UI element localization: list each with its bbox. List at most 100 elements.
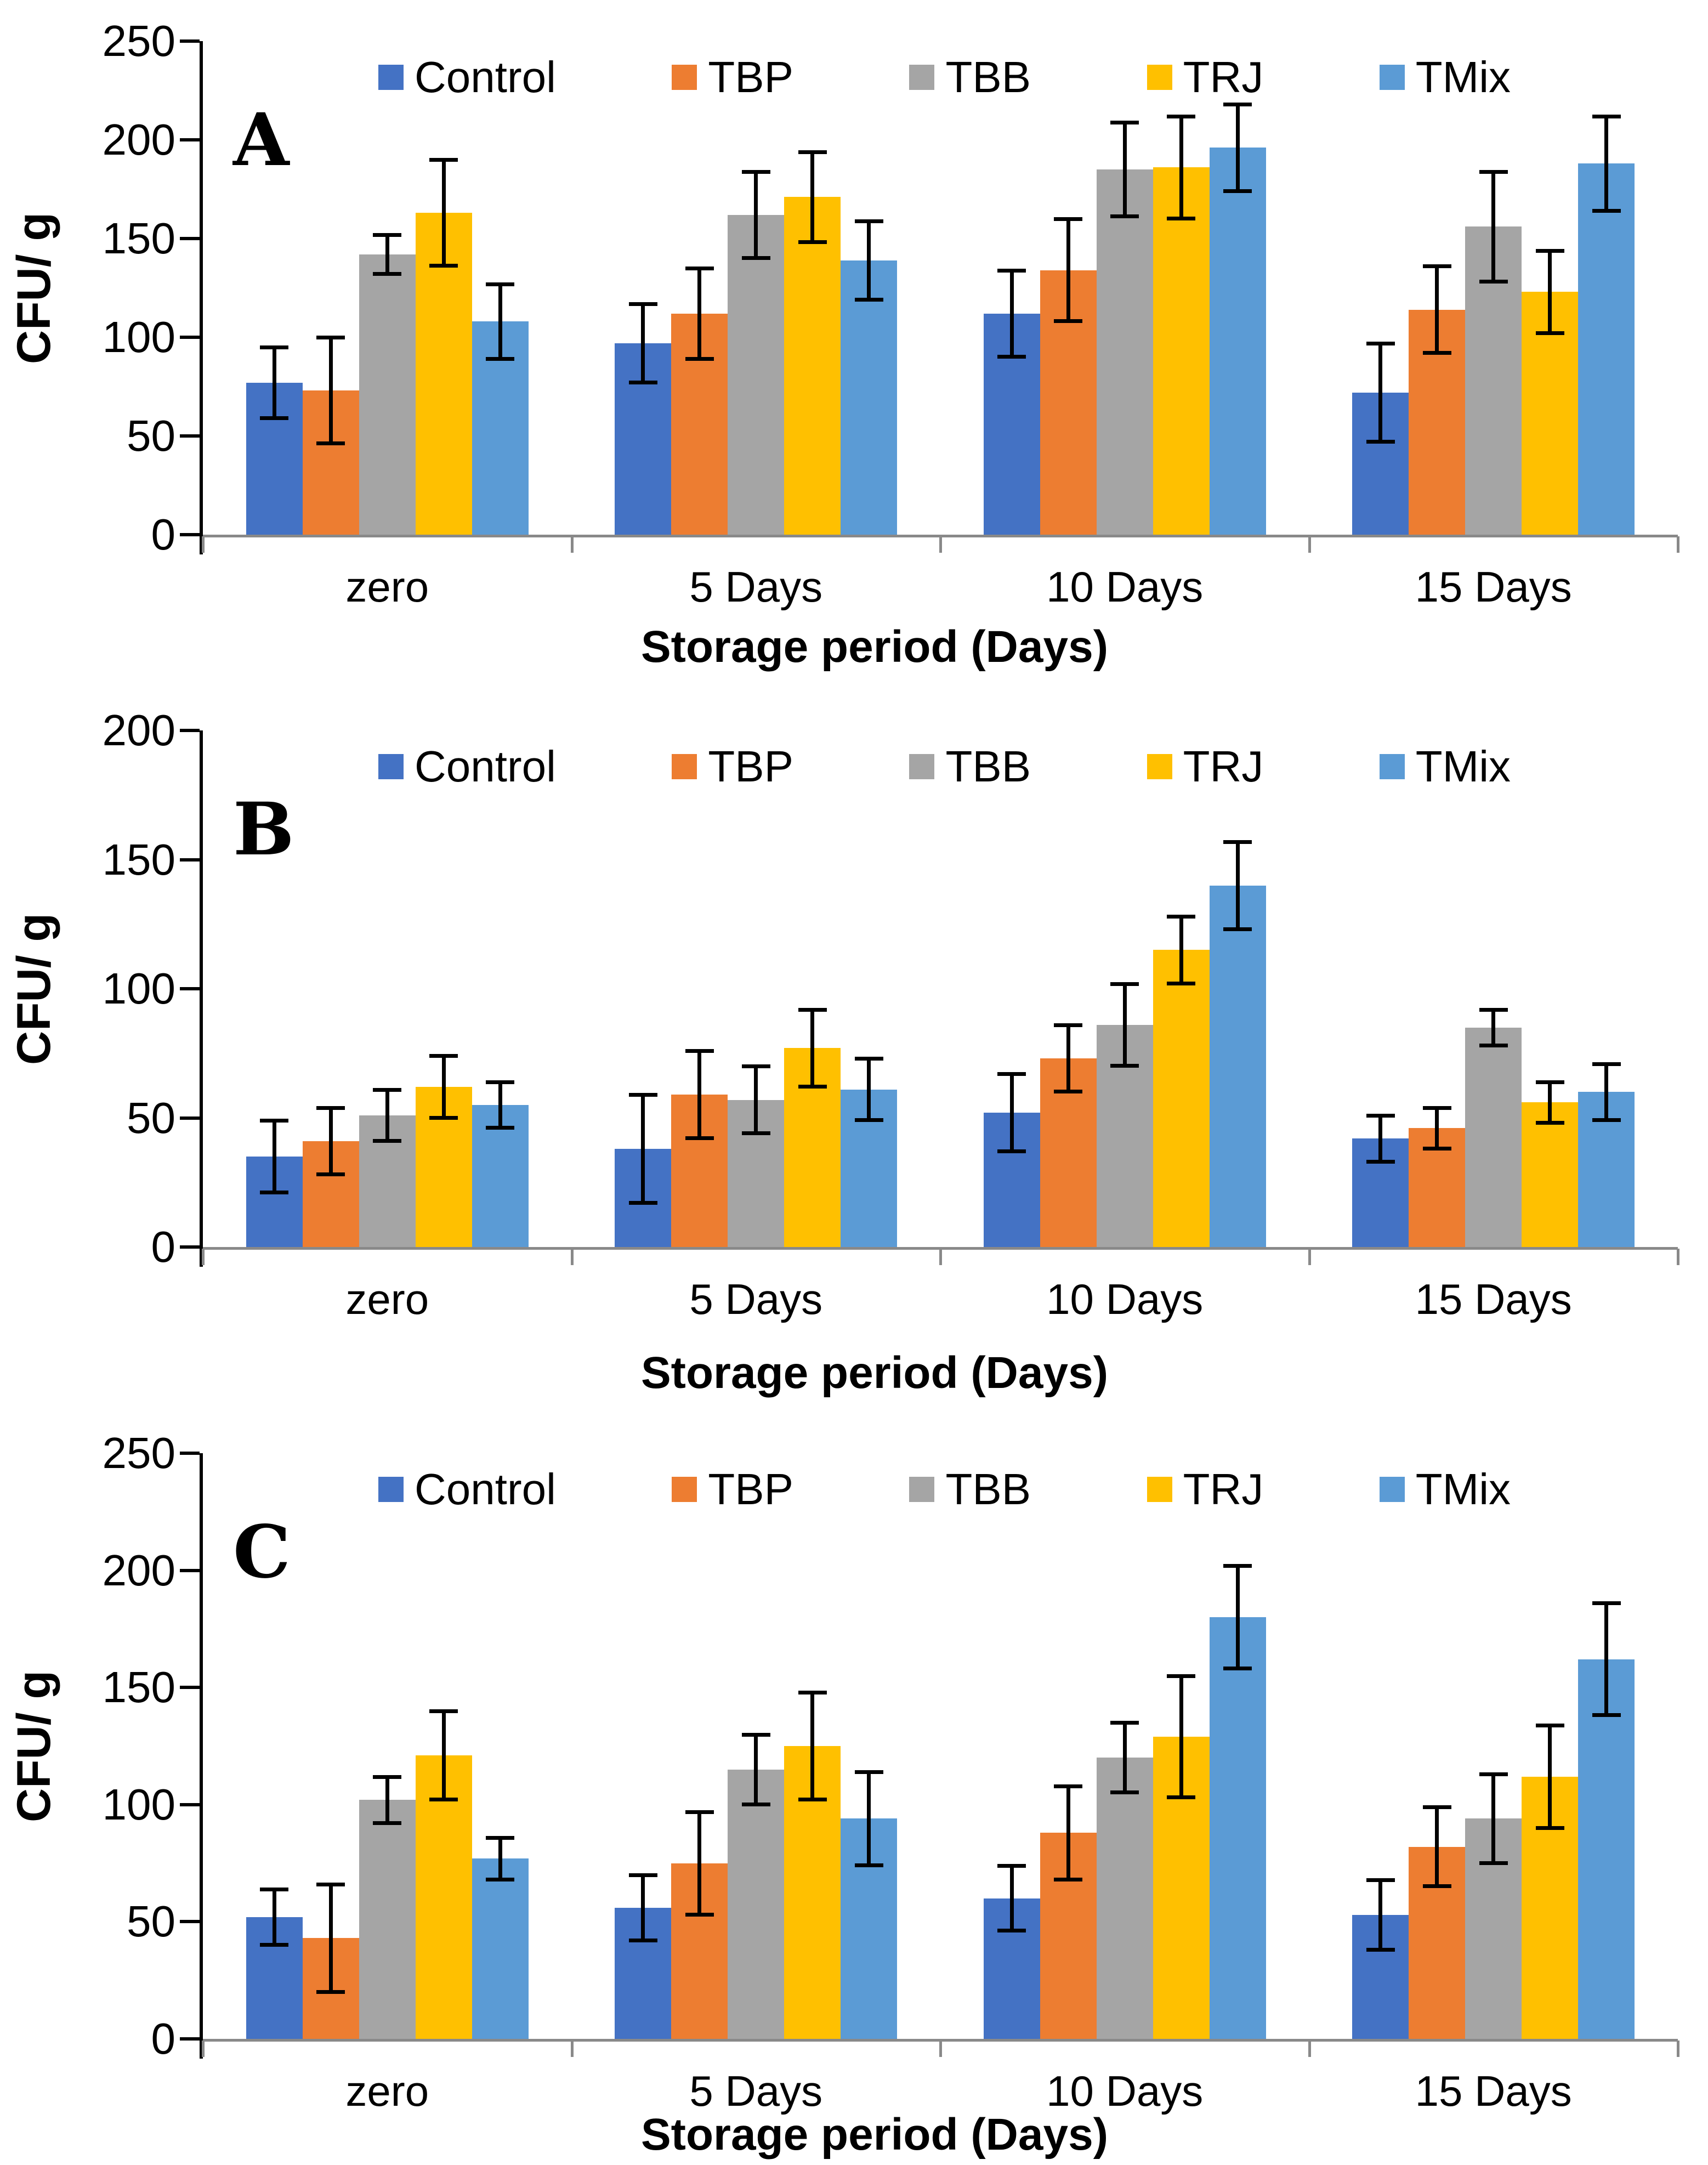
error-bar-a-10-days-tbp-bottom-cap	[1054, 319, 1083, 324]
error-bar-a-5-days-tbp	[697, 268, 702, 359]
error-bar-a-15-days-tmix-top-cap	[1592, 114, 1621, 118]
error-bar-a-zero-trj-top-cap	[429, 158, 458, 162]
error-bar-a-15-days-tbp	[1435, 266, 1439, 353]
error-bar-c-15-days-tbp-top-cap	[1422, 1805, 1451, 1810]
y-tick-mark-b-100	[180, 987, 200, 990]
error-bar-a-5-days-control-bottom-cap	[628, 380, 657, 384]
error-bar-a-10-days-control-bottom-cap	[997, 355, 1026, 359]
legend-swatch-tbp	[672, 753, 697, 779]
legend-c: Control TBP TBB TRJ TMix	[378, 1458, 1511, 1521]
error-bar-a-15-days-control-top-cap	[1366, 341, 1395, 345]
error-bar-c-5-days-trj-bottom-cap	[798, 1798, 827, 1802]
x-tick-label-c-10-days: 10 Days	[1046, 2067, 1204, 2115]
legend-swatch-trj	[1147, 64, 1172, 90]
error-bar-b-15-days-tbb-top-cap	[1479, 1007, 1508, 1012]
error-bar-c-10-days-tbp	[1066, 1786, 1070, 1880]
legend-label-tbb: TBB	[945, 1464, 1031, 1514]
y-tick-label-a-150: 150	[102, 214, 175, 263]
y-tick-label-a-100: 100	[102, 313, 175, 361]
error-bar-c-15-days-tbb-top-cap	[1479, 1772, 1508, 1777]
error-bar-a-zero-tmix-bottom-cap	[486, 356, 515, 361]
error-bar-a-15-days-tbp-bottom-cap	[1422, 350, 1451, 355]
legend-item-tmix: TMix	[1379, 744, 1511, 789]
legend-a: Control TBP TBB TRJ TMix	[378, 46, 1511, 109]
y-tick-label-c-0: 0	[151, 2014, 176, 2063]
chart-panel-c: 0 50 100 150 200 250 zero 5 Days 10 Days 15 Days C…	[0, 1404, 1708, 2160]
error-bar-a-zero-control-bottom-cap	[260, 416, 289, 420]
error-bar-b-zero-trj-bottom-cap	[429, 1115, 458, 1120]
error-bar-b-10-days-tbp	[1066, 1024, 1070, 1092]
x-tick-label-b-15-days: 15 Days	[1415, 1275, 1572, 1323]
x-axis-group-tick-b-0	[202, 1249, 205, 1265]
x-tick-label-a-10-days: 10 Days	[1046, 563, 1204, 611]
legend-swatch-tbp	[672, 64, 697, 90]
error-bar-b-zero-tmix-bottom-cap	[486, 1126, 515, 1130]
error-bar-c-zero-trj	[441, 1710, 446, 1800]
error-bar-c-5-days-trj-top-cap	[798, 1690, 827, 1694]
error-bar-c-zero-tbb-bottom-cap	[373, 1821, 402, 1825]
error-bar-b-zero-control-bottom-cap	[260, 1191, 289, 1195]
error-bar-b-5-days-tbp-bottom-cap	[685, 1136, 714, 1141]
error-bar-c-5-days-tmix	[867, 1771, 871, 1866]
error-bar-a-zero-tbp-bottom-cap	[316, 441, 345, 446]
y-tick-label-b-200: 200	[102, 706, 175, 755]
error-bar-b-5-days-control-bottom-cap	[628, 1200, 657, 1205]
error-bar-c-5-days-control-top-cap	[628, 1873, 657, 1877]
error-bar-a-10-days-tbp-top-cap	[1054, 217, 1083, 221]
legend-item-tbb: TBB	[909, 55, 1031, 99]
error-bar-a-zero-trj	[441, 160, 446, 267]
legend-label-control: Control	[415, 52, 556, 101]
y-tick-label-b-100: 100	[102, 964, 175, 1013]
error-bar-c-15-days-tmix-bottom-cap	[1592, 1713, 1621, 1718]
legend-swatch-trj	[1147, 753, 1172, 779]
error-bar-b-15-days-trj	[1548, 1081, 1552, 1123]
error-bar-c-15-days-tbp-bottom-cap	[1422, 1884, 1451, 1889]
x-axis-group-tick-a-3	[1308, 536, 1311, 553]
error-bar-b-5-days-control-top-cap	[628, 1093, 657, 1097]
bar-a-10-days-trj	[1153, 167, 1210, 535]
y-tick-label-c-200: 200	[102, 1545, 175, 1595]
chart-panel-b: 0 50 100 150 200 zero 5 Days 10 Days 15 Days Cont…	[0, 680, 1708, 1404]
x-axis-title-b: Storage period (Days)	[640, 1348, 1109, 1398]
error-bar-c-5-days-control-bottom-cap	[628, 1938, 657, 1942]
error-bar-a-5-days-trj	[810, 151, 815, 243]
error-bar-b-5-days-tmix-bottom-cap	[854, 1118, 883, 1123]
error-bar-c-5-days-control	[641, 1874, 645, 1941]
legend-label-tbb: TBB	[945, 741, 1031, 791]
error-bar-c-zero-trj-bottom-cap	[429, 1798, 458, 1802]
error-bar-b-10-days-tbb	[1122, 983, 1127, 1067]
error-bar-a-15-days-tbb-top-cap	[1479, 169, 1508, 174]
error-bar-b-15-days-control-bottom-cap	[1366, 1159, 1395, 1164]
error-bar-b-10-days-control	[1009, 1074, 1014, 1152]
error-bar-b-10-days-control-bottom-cap	[997, 1149, 1026, 1153]
error-bar-c-10-days-tmix-top-cap	[1223, 1564, 1252, 1568]
legend-swatch-tbb	[909, 1476, 935, 1502]
error-bar-c-5-days-tbb-bottom-cap	[741, 1802, 770, 1806]
error-bar-a-zero-tbb-bottom-cap	[373, 271, 402, 276]
error-bar-c-10-days-trj	[1179, 1675, 1183, 1798]
error-bar-c-10-days-tbb-top-cap	[1110, 1721, 1139, 1725]
y-tick-mark-a-250	[180, 39, 200, 43]
error-bar-b-5-days-trj-top-cap	[798, 1007, 827, 1012]
y-tick-mark-b-150	[180, 858, 200, 862]
error-bar-c-zero-tmix-bottom-cap	[486, 1877, 515, 1881]
error-bar-b-10-days-tbp-bottom-cap	[1054, 1090, 1083, 1094]
legend-item-control: Control	[378, 1467, 556, 1511]
error-bar-a-10-days-tbp	[1066, 219, 1070, 322]
error-bar-c-10-days-tmix	[1235, 1566, 1240, 1669]
error-bar-b-5-days-control	[641, 1095, 645, 1203]
y-tick-mark-c-150	[180, 1686, 200, 1690]
error-bar-c-zero-control-bottom-cap	[260, 1943, 289, 1947]
error-bar-a-5-days-control-top-cap	[628, 302, 657, 306]
y-tick-label-c-250: 250	[102, 1429, 175, 1477]
error-bar-b-10-days-tmix	[1235, 841, 1240, 930]
legend-swatch-tmix	[1379, 64, 1405, 90]
error-bar-b-5-days-tmix	[867, 1058, 871, 1121]
error-bar-c-10-days-tbb	[1122, 1722, 1127, 1793]
error-bar-b-zero-control	[272, 1120, 276, 1193]
bar-a-5-days-tmix	[841, 260, 898, 535]
bar-c-15-days-tmix	[1578, 1659, 1635, 2039]
error-bar-c-10-days-tbp-bottom-cap	[1054, 1877, 1083, 1881]
error-bar-a-15-days-trj-top-cap	[1535, 248, 1564, 253]
y-tick-mark-a-200	[180, 138, 200, 141]
